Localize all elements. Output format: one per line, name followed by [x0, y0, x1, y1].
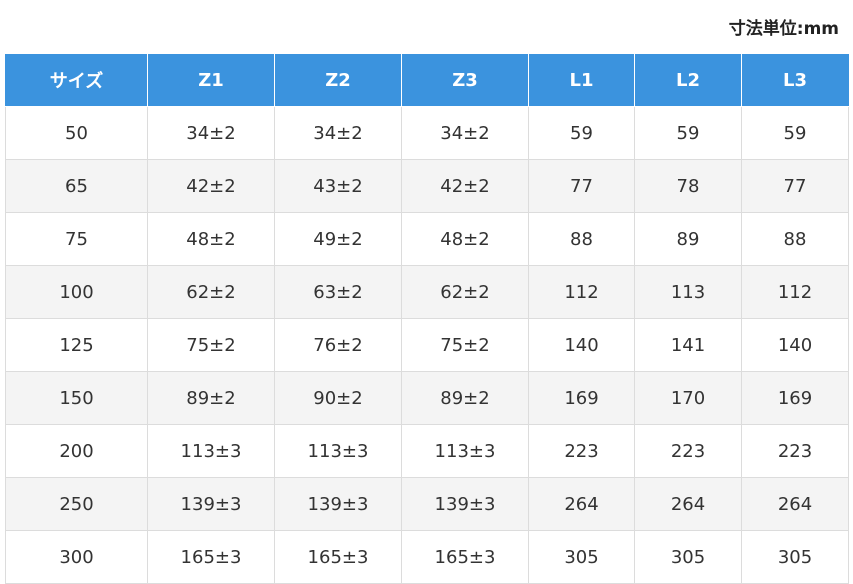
table-cell: 75	[5, 212, 148, 266]
table-cell: 62±2	[401, 265, 529, 319]
table-cell: 59	[634, 106, 742, 160]
table-cell: 139±3	[401, 477, 529, 531]
table-cell: 125	[5, 318, 148, 372]
unit-label: 寸法単位:mm	[728, 19, 839, 39]
table-cell: 113	[634, 265, 742, 319]
table-row: 150 89±2 90±2 89±2 169 170 169	[5, 371, 849, 425]
table-cell: 48±2	[401, 212, 529, 266]
table-cell: 90±2	[274, 371, 402, 425]
header-cell: Z2	[274, 54, 402, 107]
table-cell: 305	[528, 530, 635, 584]
table-cell: 76±2	[274, 318, 402, 372]
table-row: 125 75±2 76±2 75±2 140 141 140	[5, 318, 849, 372]
table-cell: 169	[741, 371, 849, 425]
table-cell: 113±3	[147, 424, 275, 478]
table-cell: 88	[528, 212, 635, 266]
table-cell: 165±3	[274, 530, 402, 584]
header-cell: L3	[741, 54, 849, 107]
table-cell: 264	[634, 477, 742, 531]
table-cell: 78	[634, 159, 742, 213]
table-row: 50 34±2 34±2 34±2 59 59 59	[5, 106, 849, 160]
table-cell: 88	[741, 212, 849, 266]
table-cell: 264	[741, 477, 849, 531]
header-cell: サイズ	[5, 54, 148, 107]
table-cell: 75±2	[147, 318, 275, 372]
header-cell: Z3	[401, 54, 529, 107]
table-cell: 300	[5, 530, 148, 584]
table-cell: 150	[5, 371, 148, 425]
table-cell: 75±2	[401, 318, 529, 372]
table-cell: 113±3	[274, 424, 402, 478]
table-cell: 165±3	[401, 530, 529, 584]
table-cell: 62±2	[147, 265, 275, 319]
table-cell: 139±3	[274, 477, 402, 531]
table-cell: 223	[634, 424, 742, 478]
table-cell: 264	[528, 477, 635, 531]
header-cell: L1	[528, 54, 635, 107]
header-row: サイズ Z1 Z2 Z3 L1 L2 L3	[5, 54, 849, 107]
table-cell: 89	[634, 212, 742, 266]
table-row: 100 62±2 63±2 62±2 112 113 112	[5, 265, 849, 319]
table-row: 200 113±3 113±3 113±3 223 223 223	[5, 424, 849, 478]
table-row: 300 165±3 165±3 165±3 305 305 305	[5, 530, 849, 584]
table-cell: 89±2	[401, 371, 529, 425]
table-cell: 140	[741, 318, 849, 372]
table-cell: 77	[741, 159, 849, 213]
table-cell: 169	[528, 371, 635, 425]
header-cell: L2	[634, 54, 742, 107]
table-cell: 59	[528, 106, 635, 160]
size-table: サイズ Z1 Z2 Z3 L1 L2 L3 50 34±2 34±2 34±2 59 59 59 65 42…	[5, 54, 849, 584]
table-cell: 77	[528, 159, 635, 213]
table-cell: 305	[634, 530, 742, 584]
table-cell: 139±3	[147, 477, 275, 531]
table-cell: 48±2	[147, 212, 275, 266]
table-row: 75 48±2 49±2 48±2 88 89 88	[5, 212, 849, 266]
table-cell: 59	[741, 106, 849, 160]
header-cell: Z1	[147, 54, 275, 107]
table-row: 65 42±2 43±2 42±2 77 78 77	[5, 159, 849, 213]
table-cell: 200	[5, 424, 148, 478]
table-cell: 34±2	[401, 106, 529, 160]
table-cell: 34±2	[274, 106, 402, 160]
table-cell: 250	[5, 477, 148, 531]
table-cell: 89±2	[147, 371, 275, 425]
table-cell: 170	[634, 371, 742, 425]
table-cell: 42±2	[401, 159, 529, 213]
table-cell: 305	[741, 530, 849, 584]
table-row: 250 139±3 139±3 139±3 264 264 264	[5, 477, 849, 531]
table-cell: 140	[528, 318, 635, 372]
table-cell: 34±2	[147, 106, 275, 160]
table-cell: 100	[5, 265, 148, 319]
table-cell: 112	[741, 265, 849, 319]
table-cell: 113±3	[401, 424, 529, 478]
table-cell: 141	[634, 318, 742, 372]
table-cell: 50	[5, 106, 148, 160]
table-cell: 43±2	[274, 159, 402, 213]
table-cell: 63±2	[274, 265, 402, 319]
table-cell: 49±2	[274, 212, 402, 266]
table-cell: 65	[5, 159, 148, 213]
table-body: 50 34±2 34±2 34±2 59 59 59 65 42±2 43±2 42±2 77 78 77…	[5, 106, 849, 584]
table-cell: 42±2	[147, 159, 275, 213]
table-cell: 112	[528, 265, 635, 319]
table-cell: 223	[741, 424, 849, 478]
table-cell: 165±3	[147, 530, 275, 584]
table-cell: 223	[528, 424, 635, 478]
